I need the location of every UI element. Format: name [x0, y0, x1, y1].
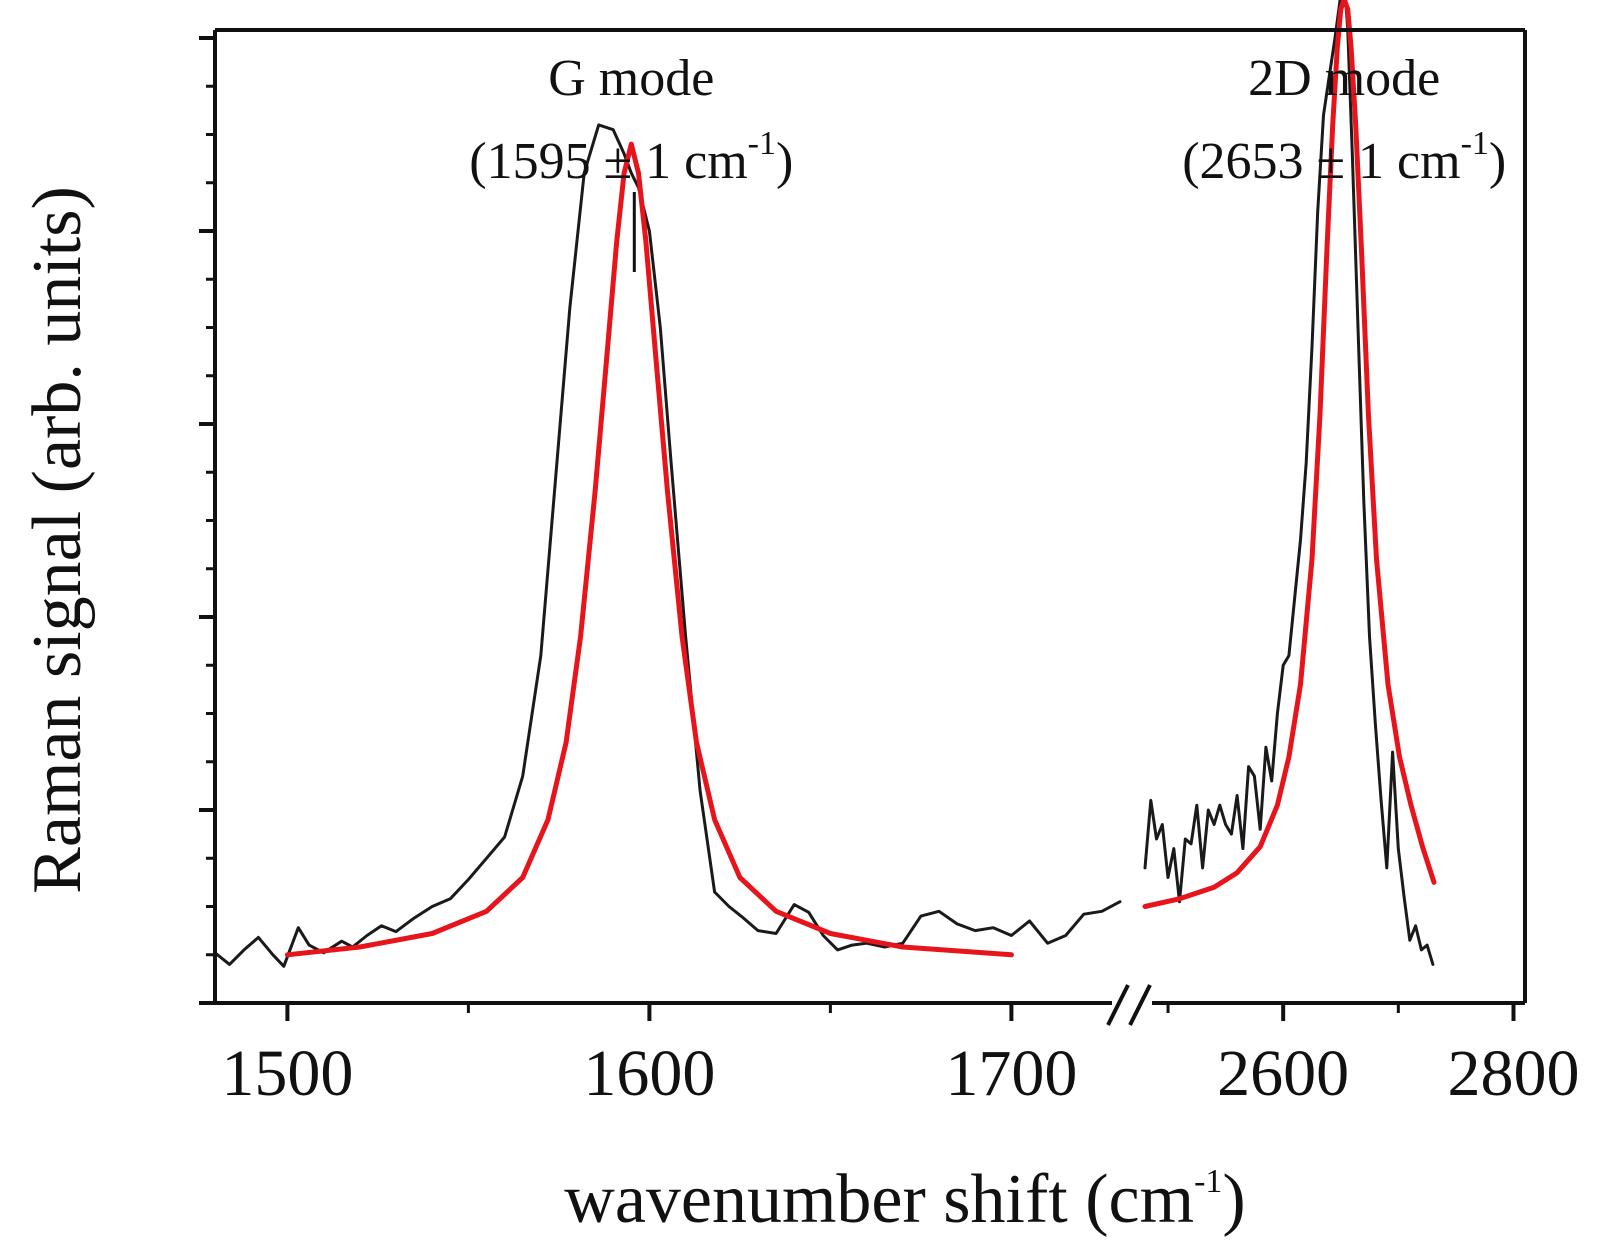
x-axis-label-end: ) [1222, 1161, 1245, 1238]
label-layer: Raman signal (arb. units) wavenumber shi… [19, 186, 1246, 1238]
peak-annotation-value-end: ) [776, 133, 793, 190]
annotation-layer: G mode(1595 ± 1 cm-1)2D mode(2653 ± 1 cm… [469, 50, 1506, 272]
x-tick-label: 2600 [1217, 1037, 1349, 1110]
y-axis-label: Raman signal (arb. units) [19, 186, 96, 894]
peak-annotation-title: 2D mode [1248, 50, 1440, 107]
x-axis-label: wavenumber shift (cm-1) [564, 1161, 1245, 1238]
x-tick-label: 1600 [583, 1037, 715, 1110]
axis-layer: 1500 1600 1700 2600 2800 [199, 28, 1579, 1110]
data-curve-1 [1143, 0, 1435, 966]
fit-curve-0 [284, 141, 1014, 958]
peak-annotation-value-main: (2653 ± 1 cm [1182, 133, 1460, 190]
x-axis-label-main: wavenumber shift (cm [564, 1161, 1194, 1238]
data-curve-0 [213, 123, 1122, 968]
peak-annotation-value-main: (1595 ± 1 cm [469, 133, 747, 190]
peak-annotation-value-sup: -1 [1461, 125, 1489, 162]
x-tick-label: 1700 [945, 1037, 1077, 1110]
peak-annotation-title: G mode [548, 50, 714, 107]
x-tick-label: 1500 [221, 1037, 353, 1110]
x-tick-label: 2800 [1447, 1037, 1579, 1110]
x-axis-label-sup: -1 [1194, 1163, 1222, 1200]
peak-annotation-value-sup: -1 [748, 125, 776, 162]
axis-break-mark [1128, 984, 1152, 1026]
peak-annotation-value: (2653 ± 1 cm-1) [1182, 125, 1506, 190]
peak-annotation-value: (1595 ± 1 cm-1) [469, 125, 793, 190]
peak-annotation-value-end: ) [1489, 133, 1506, 190]
axis-break-mark [1106, 984, 1130, 1026]
